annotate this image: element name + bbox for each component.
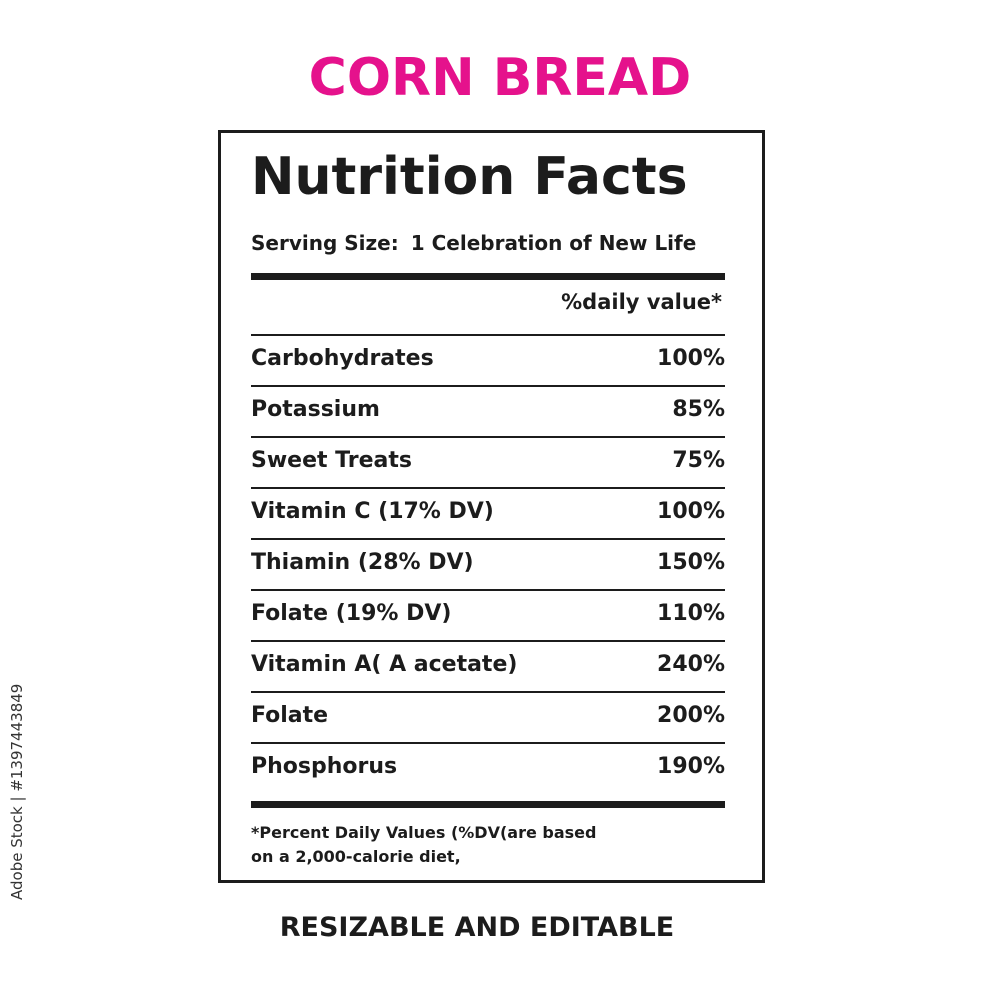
footnote-line: on a 2,000-calorie diet, xyxy=(251,847,461,866)
nutrition-label: Nutrition Facts Serving Size: 1 Celebrati… xyxy=(218,130,765,883)
nutrient-value: 75% xyxy=(672,448,725,473)
daily-value-header: %daily value* xyxy=(561,290,722,314)
nutrient-name: Phosphorus xyxy=(251,754,398,779)
nutrient-value: 240% xyxy=(657,652,725,677)
serving-size-value: 1 Celebration of New Life xyxy=(410,231,697,255)
nutrient-value: 200% xyxy=(657,703,725,728)
nutrient-row: Folate (19% DV) 110% xyxy=(251,589,725,640)
nutrient-value: 100% xyxy=(657,499,725,524)
nutrient-name: Vitamin A( A acetate) xyxy=(251,652,518,677)
serving-size-label: Serving Size: xyxy=(251,231,399,255)
top-divider xyxy=(251,273,725,280)
nutrient-name: Folate xyxy=(251,703,329,728)
nutrient-row: Vitamin C (17% DV) 100% xyxy=(251,487,725,538)
nutrient-row: Phosphorus 190% xyxy=(251,742,725,793)
nutrient-name: Vitamin C (17% DV) xyxy=(251,499,494,524)
footnote: *Percent Daily Values (%DV(are based on … xyxy=(251,821,596,869)
nutrient-name: Potassium xyxy=(251,397,380,422)
nutrient-row: Carbohydrates 100% xyxy=(251,334,725,385)
nutrient-value: 190% xyxy=(657,754,725,779)
footnote-line: *Percent Daily Values (%DV(are based xyxy=(251,823,597,842)
nutrient-value: 110% xyxy=(657,601,725,626)
nutrient-row: Thiamin (28% DV) 150% xyxy=(251,538,725,589)
subtitle: RESIZABLE AND EDITABLE xyxy=(279,912,675,943)
nutrient-value: 85% xyxy=(672,397,725,422)
stock-id-text: Adobe Stock | #1397443849 xyxy=(8,683,26,900)
nutrient-row: Sweet Treats 75% xyxy=(251,436,725,487)
nutrient-value: 100% xyxy=(657,346,725,371)
nutrient-row: Potassium 85% xyxy=(251,385,725,436)
serving-size: Serving Size: 1 Celebration of New Life xyxy=(251,231,696,255)
nutrient-name: Carbohydrates xyxy=(251,346,434,371)
nutrient-name: Sweet Treats xyxy=(251,448,413,473)
nutrient-row: Vitamin A( A acetate) 240% xyxy=(251,640,725,691)
nutrition-heading: Nutrition Facts xyxy=(251,147,688,207)
nutrient-row: Folate 200% xyxy=(251,691,725,742)
product-title: CORN BREAD xyxy=(308,48,692,108)
nutrient-rows: Carbohydrates 100% Potassium 85% Sweet T… xyxy=(251,334,725,793)
nutrient-name: Thiamin (28% DV) xyxy=(251,550,474,575)
nutrient-value: 150% xyxy=(657,550,725,575)
nutrient-name: Folate (19% DV) xyxy=(251,601,452,626)
bottom-divider xyxy=(251,801,725,808)
